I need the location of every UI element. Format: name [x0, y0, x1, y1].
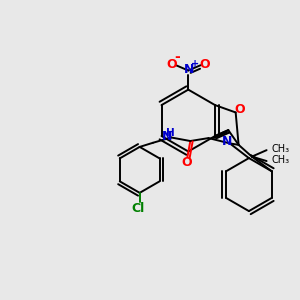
Text: N: N — [222, 135, 232, 148]
Text: Cl: Cl — [132, 202, 145, 215]
Text: N: N — [184, 63, 194, 76]
Text: O: O — [167, 58, 177, 70]
Text: O: O — [234, 103, 244, 116]
Text: N: N — [162, 130, 172, 143]
Text: -: - — [174, 50, 180, 64]
Text: O: O — [181, 156, 191, 169]
Text: O: O — [199, 58, 210, 70]
Text: CH₃: CH₃ — [272, 144, 290, 154]
Text: +: + — [191, 59, 199, 69]
Text: CH₃: CH₃ — [272, 155, 290, 165]
Text: H: H — [166, 128, 175, 138]
